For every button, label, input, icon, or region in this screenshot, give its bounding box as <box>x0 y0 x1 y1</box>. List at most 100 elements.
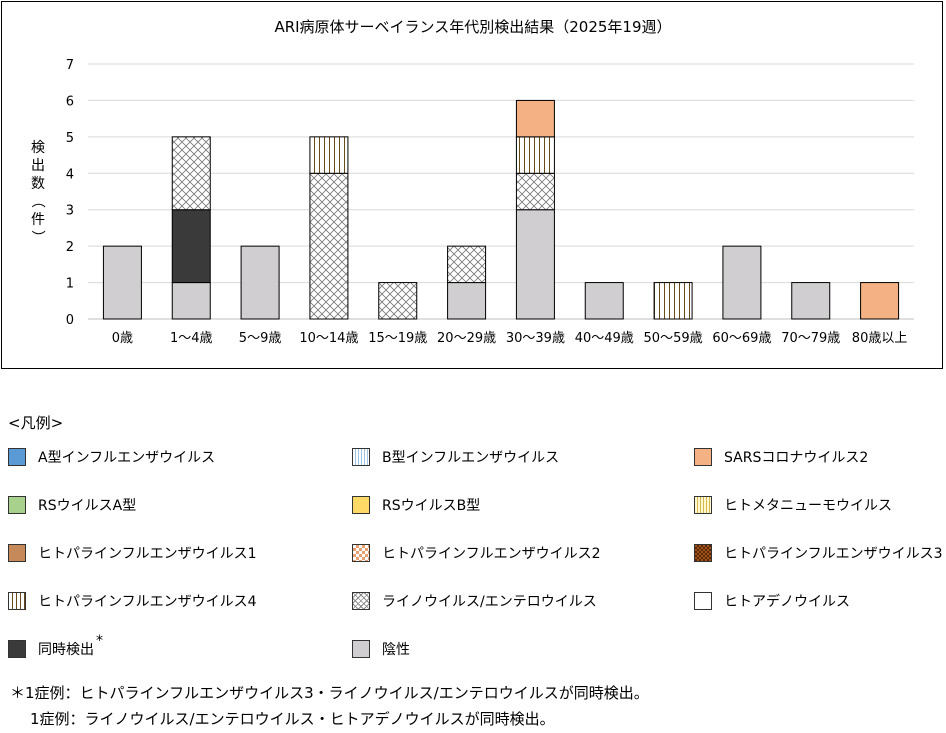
x-tick-label: 10～14歳 <box>299 331 358 346</box>
legend-label: ヒトアデノウイルス <box>724 594 850 610</box>
legend-swatch <box>694 544 712 562</box>
legend-label: ヒトパラインフルエンザウイルス3 <box>724 546 943 562</box>
x-tick-label: 70～79歳 <box>781 331 840 346</box>
legend-label: 同時検出 <box>38 642 94 658</box>
footnotes: ＊1症例：ヒトパラインフルエンザウイルス3・ライノウイルス/エンテロウイルスが同… <box>10 680 649 732</box>
legend-label: ヒトパラインフルエンザウイルス2 <box>382 546 601 562</box>
y-tick-labels: 0 1 2 3 4 5 6 7 <box>66 58 74 328</box>
y-axis-label-char: 検 <box>31 140 45 156</box>
legend-swatch <box>8 640 26 658</box>
x-tick-label: 1～4歳 <box>170 331 213 346</box>
legend-label: SARSコロナウイルス2 <box>724 450 869 466</box>
legend-label: ヒトメタニューモウイルス <box>724 498 892 514</box>
bar-segment-negative <box>584 282 624 320</box>
y-axis-label: 検出数 （ 件 ） <box>29 140 45 244</box>
legend-swatch <box>8 544 26 562</box>
chart-frame: ARI病原体サーベイランス年代別検出結果（2025年19週） 検出数 （ 件 ） 0 1… <box>1 1 943 369</box>
chart: ARI病原体サーベイランス年代別検出結果（2025年19週） 検出数 （ 件 ） 0 1… <box>29 18 914 346</box>
footnote-2: 1症例：ライノウイルス/エンテロウイルス・ヒトアデノウイルスが同時検出。 <box>30 710 555 728</box>
x-tick-label: 80歳以上 <box>852 331 908 346</box>
legend-swatch <box>694 448 712 466</box>
bar-segment-negative <box>171 282 211 320</box>
legend-item-hpiv1: ヒトパラインフルエンザウイルス1 <box>8 542 257 564</box>
y-axis-label-char: ） <box>29 230 45 244</box>
x-tick-label: 0歳 <box>112 331 133 346</box>
legend-item-fluA: A型インフルエンザウイルス <box>8 446 215 468</box>
y-tick-label: 4 <box>66 167 74 182</box>
legend-swatch <box>352 544 370 562</box>
legend-label: B型インフルエンザウイルス <box>382 450 560 466</box>
legend-item-sars: SARSコロナウイルス2 <box>694 446 868 468</box>
legend-label: RSウイルスB型 <box>382 498 481 514</box>
footnote-mark: * <box>96 633 103 649</box>
legend-swatch <box>694 592 712 610</box>
y-axis-label-char: （ <box>29 194 45 208</box>
y-tick-label: 6 <box>66 94 74 109</box>
bar-segment-rhino <box>447 245 487 284</box>
bars <box>102 99 900 320</box>
legend-item-hpiv3: ヒトパラインフルエンザウイルス3 <box>694 542 943 564</box>
bar-segment-negative <box>791 282 831 320</box>
bar-segment-negative <box>240 245 280 320</box>
x-tick-label: 30～39歳 <box>506 331 565 346</box>
x-tick-label: 50～59歳 <box>644 331 703 346</box>
x-tick-label: 60～69歳 <box>712 331 771 346</box>
legend-item-hmpv: ヒトメタニューモウイルス <box>694 494 892 516</box>
legend-item-coinfection: 同時検出 * <box>8 633 103 660</box>
bar-segment-sars <box>515 99 555 138</box>
legend-label: 陰性 <box>382 642 410 658</box>
legend-item-hpiv2: ヒトパラインフルエンザウイルス2 <box>352 542 601 564</box>
legend-label: ヒトパラインフルエンザウイルス4 <box>38 594 257 610</box>
y-tick-label: 0 <box>66 313 74 328</box>
legend-swatch <box>8 448 26 466</box>
legend-label: A型インフルエンザウイルス <box>38 450 216 466</box>
legend-label: ライノウイルス/エンテロウイルス <box>382 594 597 610</box>
x-tick-label: 15～19歳 <box>368 331 427 346</box>
legend: A型インフルエンザウイルス B型インフルエンザウイルス SARSコロナウイルス2 RS… <box>0 440 946 680</box>
y-axis-label-char: 件 <box>31 212 45 228</box>
chart-title: ARI病原体サーベイランス年代別検出結果（2025年19週） <box>274 18 671 36</box>
bar-segment-negative <box>722 245 762 320</box>
legend-label: RSウイルスA型 <box>38 498 137 514</box>
y-axis-label-char: 数 <box>31 176 45 192</box>
bar-segment-rhino <box>515 172 555 211</box>
bar-segment-negative <box>447 282 487 320</box>
footnote-1: ＊1症例：ヒトパラインフルエンザウイルス3・ライノウイルス/エンテロウイルスが同… <box>10 684 649 702</box>
bar-segment-hpiv4 <box>653 282 693 320</box>
x-tick-label: 20～29歳 <box>437 331 496 346</box>
y-tick-label: 1 <box>66 277 74 292</box>
gridlines <box>88 63 914 320</box>
legend-label: ヒトパラインフルエンザウイルス1 <box>38 546 257 562</box>
bar-segment-negative <box>102 245 142 320</box>
legend-item-rsvB: RSウイルスB型 <box>352 494 480 516</box>
x-tick-label: 5～9歳 <box>239 331 282 346</box>
legend-swatch <box>8 592 26 610</box>
x-tick-labels: 0歳 1～4歳 5～9歳 10～14歳 15～19歳 20～29歳 30～39歳 40～49歳… <box>112 331 908 346</box>
legend-item-rhino: ライノウイルス/エンテロウイルス <box>352 590 597 612</box>
bar-segment-sars <box>860 282 900 320</box>
bar-segment-negative <box>515 209 555 320</box>
bar-segment-hpiv4 <box>515 136 555 174</box>
bar-segment-rhino <box>378 282 418 320</box>
legend-item-adeno: ヒトアデノウイルス <box>694 590 850 612</box>
legend-swatch <box>352 496 370 514</box>
bar-segment-coinfection <box>171 209 211 284</box>
x-tick-label: 40～49歳 <box>575 331 634 346</box>
y-tick-label: 5 <box>66 131 74 146</box>
y-tick-label: 7 <box>66 58 74 73</box>
bar-segment-rhino <box>309 172 349 320</box>
y-tick-label: 3 <box>66 204 74 219</box>
legend-item-negative: 陰性 <box>352 638 410 660</box>
legend-swatch <box>352 592 370 610</box>
legend-item-hpiv4: ヒトパラインフルエンザウイルス4 <box>8 590 257 612</box>
legend-item-rsvA: RSウイルスA型 <box>8 494 136 516</box>
y-axis-label-char: 出 <box>31 158 45 174</box>
legend-swatch <box>352 448 370 466</box>
legend-heading: <凡例> <box>8 414 64 432</box>
legend-swatch <box>694 496 712 514</box>
y-tick-label: 2 <box>66 240 74 255</box>
legend-item-fluB: B型インフルエンザウイルス <box>352 446 559 468</box>
bar-segment-rhino <box>171 136 211 211</box>
legend-swatch <box>8 496 26 514</box>
bar-segment-hpiv4 <box>309 136 349 174</box>
